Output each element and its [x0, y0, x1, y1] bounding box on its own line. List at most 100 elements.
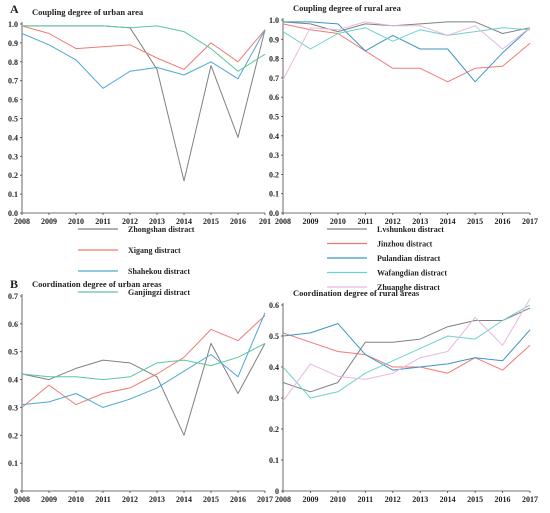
series-line-zhuanghe-distract	[282, 298, 531, 402]
urban-coupling-chart: 0.0 0.1 0.2 0.3 0.4 0.5 0.6 0.7 0.8 0.9 1.0 2008 200…	[8, 7, 271, 226]
x-tick-label: 2012	[385, 495, 401, 504]
x-tick-label: 2014	[440, 495, 456, 504]
y-tick-label: 0.6	[269, 301, 279, 310]
rural-coordination-chart: 0 0.1 0.2 0.3 0.4 0.5 0.6 2008 2009 2010 2011 2012 2…	[269, 288, 538, 504]
x-tick-label: 2012	[122, 495, 138, 504]
chart-title: Coupling degree of urban area	[32, 7, 144, 17]
series-line-lvshunkou-distract	[282, 21, 531, 34]
y-tick-label: 0.5	[8, 115, 18, 124]
urban-legend: Zhongshan distract Xigang distract Shaheko…	[78, 225, 195, 297]
legend-label: Pulandian distract	[377, 254, 441, 263]
y-tick-label: 0.7	[8, 292, 18, 301]
x-tick-label: 2014	[440, 217, 456, 226]
y-tick-label: 0.2	[8, 171, 18, 180]
y-tick-label: 0.9	[269, 35, 279, 44]
x-tick-label: 2011	[358, 495, 374, 504]
y-tick-label: 0	[275, 487, 279, 496]
series-line-zhongshan-distract	[21, 342, 266, 436]
x-tick-label: 2012	[122, 217, 138, 226]
series-line-jinzhou-distract	[282, 332, 531, 374]
series-line-zhuanghe-distract	[282, 21, 531, 81]
series-line-jinzhou-distract	[282, 23, 531, 83]
y-tick-label: 0.5	[269, 332, 279, 341]
series-line-ganjingzi-distract	[21, 342, 266, 381]
y-tick-label: 0.7	[269, 74, 279, 83]
series-line-ganjingzi-distract	[22, 25, 266, 72]
series-line-wafangdian-distract	[282, 27, 531, 50]
x-tick-label: 2011	[95, 495, 111, 504]
x-tick-label: 2008	[275, 217, 291, 226]
x-tick-label: 2014	[176, 495, 192, 504]
y-tick-label: 1.0	[269, 16, 279, 25]
y-tick-label: 0.2	[269, 170, 279, 179]
x-tick-label: 2017	[522, 495, 538, 504]
y-tick-label: 0.1	[8, 190, 18, 199]
legend-label: Ganjingzi distract	[128, 288, 190, 297]
y-tick-label: 0.0	[8, 209, 18, 218]
x-tick-label: 2011	[358, 217, 374, 226]
y-tick-label: 0.1	[269, 190, 279, 199]
series-line-xigang-distract	[21, 25, 266, 70]
y-tick-label: 0.7	[8, 77, 18, 86]
legend-label: Wafangdian distract	[377, 269, 447, 278]
legend-label: Shahekou distract	[128, 267, 190, 276]
x-tick-label: 2010	[330, 495, 346, 504]
chart-title: Coupling degree of rural area	[293, 3, 402, 13]
x-tick-label: 2013	[412, 495, 428, 504]
y-tick-label: 0.4	[269, 132, 279, 141]
rural-coupling-chart: 0.0 0.1 0.2 0.3 0.4 0.5 0.6 0.7 0.8 0.9 1.0 2008 200…	[269, 3, 538, 226]
y-tick-label: 0.6	[8, 320, 18, 329]
x-tick-label: 2009	[302, 217, 318, 226]
y-tick-label: 0.5	[8, 348, 18, 357]
y-tick-label: 0.1	[269, 456, 279, 465]
legend-label: Lvshunkou distract	[377, 225, 444, 234]
x-tick-label: 2013	[412, 217, 428, 226]
x-tick-label: 2016	[230, 217, 246, 226]
y-tick-label: 0.6	[269, 93, 279, 102]
legend-label: Jinzhou distract	[377, 240, 433, 249]
x-tick-label: 2008	[275, 495, 291, 504]
x-tick-label: 2013	[149, 495, 165, 504]
y-tick-label: 0.0	[269, 209, 279, 218]
y-tick-label: 0.4	[8, 133, 18, 142]
y-tick-label: 0.3	[8, 152, 18, 161]
legend-label: Zhongshan distract	[128, 225, 195, 234]
y-tick-label: 1.0	[8, 20, 18, 29]
x-tick-label: 2016	[230, 495, 246, 504]
x-tick-label: 2008	[14, 217, 30, 226]
x-tick-label: 2009	[302, 495, 318, 504]
legend-label: Zhuanghe distract	[377, 283, 440, 292]
series-line-zhongshan-distract	[22, 25, 266, 182]
chart-title: Coordination degree of urban areas	[32, 279, 162, 289]
series-line-pulandian-distract	[282, 323, 531, 371]
y-tick-label: 0.9	[8, 39, 18, 48]
y-tick-label: 0.3	[269, 394, 279, 403]
x-tick-label: 2010	[68, 217, 84, 226]
rural-legend: Lvshunkou distract Jinzhou distract Puland…	[327, 225, 447, 292]
x-tick-label: 2013	[149, 217, 165, 226]
x-tick-label: 2011	[95, 217, 111, 226]
chart-title: Coordination degree of rural areas	[293, 288, 420, 298]
urban-coordination-chart: 0 0.1 0.2 0.3 0.4 0.5 0.6 0.7 2008 2009 2010 2011 20…	[8, 279, 273, 504]
legend-label: Xigang distract	[128, 246, 181, 255]
x-tick-label: 2016	[495, 217, 511, 226]
x-tick-label: 2015	[467, 217, 483, 226]
x-tick-label: 2015	[203, 217, 219, 226]
y-tick-label: 0.8	[269, 55, 279, 64]
series-line-pulandian-distract	[283, 21, 531, 83]
y-tick-label: 0.4	[8, 376, 18, 385]
x-tick-label: 2017	[522, 217, 538, 226]
y-tick-label: 0.2	[8, 431, 18, 440]
series-line-xigang-distract	[21, 315, 266, 408]
y-tick-label: 0	[14, 487, 18, 496]
y-tick-label: 0.1	[8, 459, 18, 468]
series-line-shahekou-distract	[21, 312, 266, 408]
series-line-lvshunkou-distract	[282, 307, 531, 393]
x-tick-label: 201	[259, 217, 271, 226]
y-tick-label: 0.6	[8, 96, 18, 105]
x-tick-label: 2016	[495, 495, 511, 504]
y-tick-label: 0.3	[269, 151, 279, 160]
x-tick-label: 2010	[330, 217, 346, 226]
x-tick-label: 2017	[257, 495, 273, 504]
